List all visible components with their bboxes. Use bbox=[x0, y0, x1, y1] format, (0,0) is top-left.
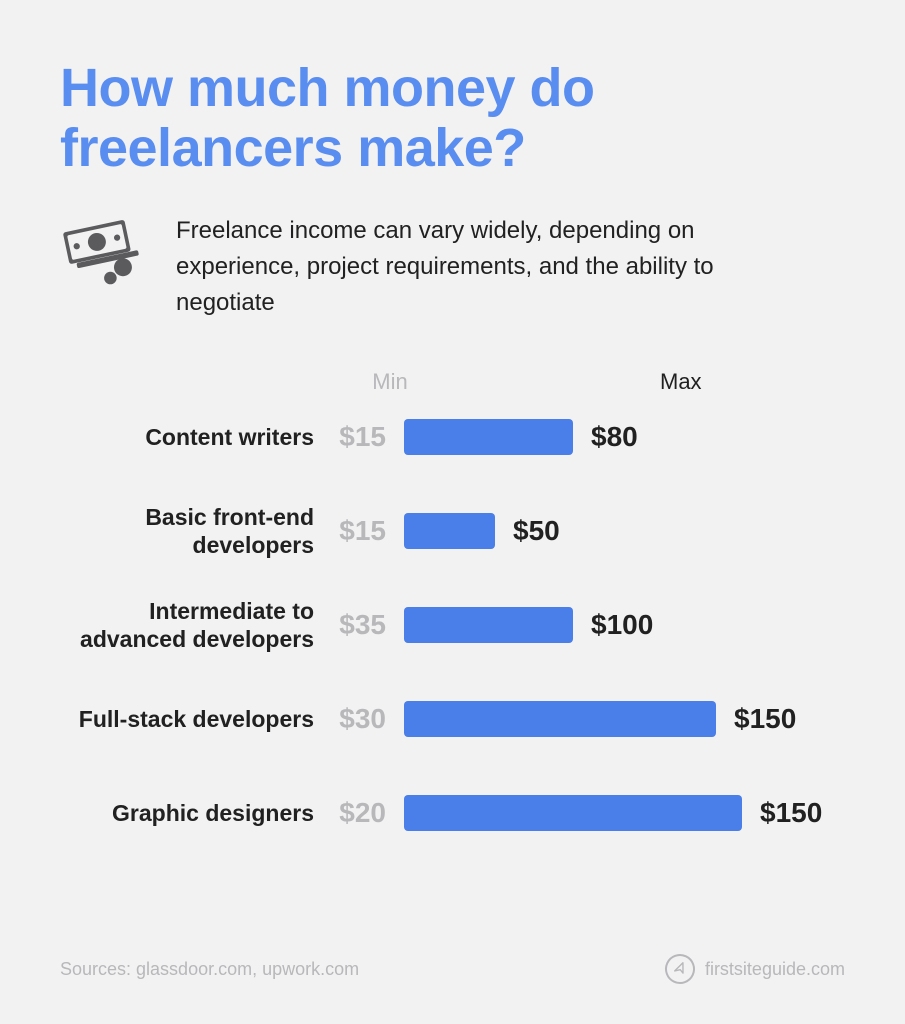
attribution-text: firstsiteguide.com bbox=[705, 959, 845, 980]
row-min-value: $20 bbox=[320, 797, 390, 829]
chart-row: Intermediate to advanced developers$35 $1… bbox=[60, 597, 845, 653]
intro-text: Freelance income can vary widely, depend… bbox=[176, 213, 756, 321]
row-min-value: $35 bbox=[320, 609, 390, 641]
money-icon bbox=[60, 217, 150, 292]
row-bar-wrap bbox=[390, 513, 495, 549]
row-bar-wrap bbox=[390, 795, 742, 831]
row-bar bbox=[404, 419, 573, 455]
row-max-value: $150 bbox=[742, 797, 822, 829]
row-label: Graphic designers bbox=[60, 799, 320, 827]
row-label: Content writers bbox=[60, 423, 320, 451]
row-label: Intermediate to advanced developers bbox=[60, 597, 320, 653]
row-max-value: $50 bbox=[495, 515, 560, 547]
paper-plane-icon bbox=[661, 950, 699, 988]
row-bar-wrap bbox=[390, 701, 716, 737]
row-bar bbox=[404, 607, 573, 643]
row-bar bbox=[404, 701, 716, 737]
chart-rows: Content writers$15$80Basic front-end dev… bbox=[60, 409, 845, 841]
row-bar bbox=[404, 795, 742, 831]
row-min-value: $15 bbox=[320, 421, 390, 453]
footer: Sources: glassdoor.com, upwork.com first… bbox=[60, 954, 845, 984]
chart-row: Full-stack developers$30 $150 bbox=[60, 691, 845, 747]
chart-row: Content writers$15 $80 bbox=[60, 409, 845, 465]
row-label: Basic front-end developers bbox=[60, 503, 320, 559]
row-label: Full-stack developers bbox=[60, 705, 320, 733]
row-bar-wrap bbox=[390, 607, 573, 643]
header-max: Max bbox=[460, 369, 702, 395]
row-min-value: $15 bbox=[320, 515, 390, 547]
chart-headers: Min Max bbox=[60, 369, 845, 395]
attribution: firstsiteguide.com bbox=[665, 954, 845, 984]
sources-text: Sources: glassdoor.com, upwork.com bbox=[60, 959, 359, 980]
row-min-value: $30 bbox=[320, 703, 390, 735]
row-max-value: $100 bbox=[573, 609, 653, 641]
row-bar bbox=[404, 513, 495, 549]
chart-row: Basic front-end developers$15 $50 bbox=[60, 503, 845, 559]
row-max-value: $80 bbox=[573, 421, 638, 453]
row-max-value: $150 bbox=[716, 703, 796, 735]
intro-block: Freelance income can vary widely, depend… bbox=[60, 213, 845, 321]
chart-row: Graphic designers$20 $150 bbox=[60, 785, 845, 841]
page-title: How much money do freelancers make? bbox=[60, 58, 845, 179]
header-min: Min bbox=[320, 369, 460, 395]
row-bar-wrap bbox=[390, 419, 573, 455]
